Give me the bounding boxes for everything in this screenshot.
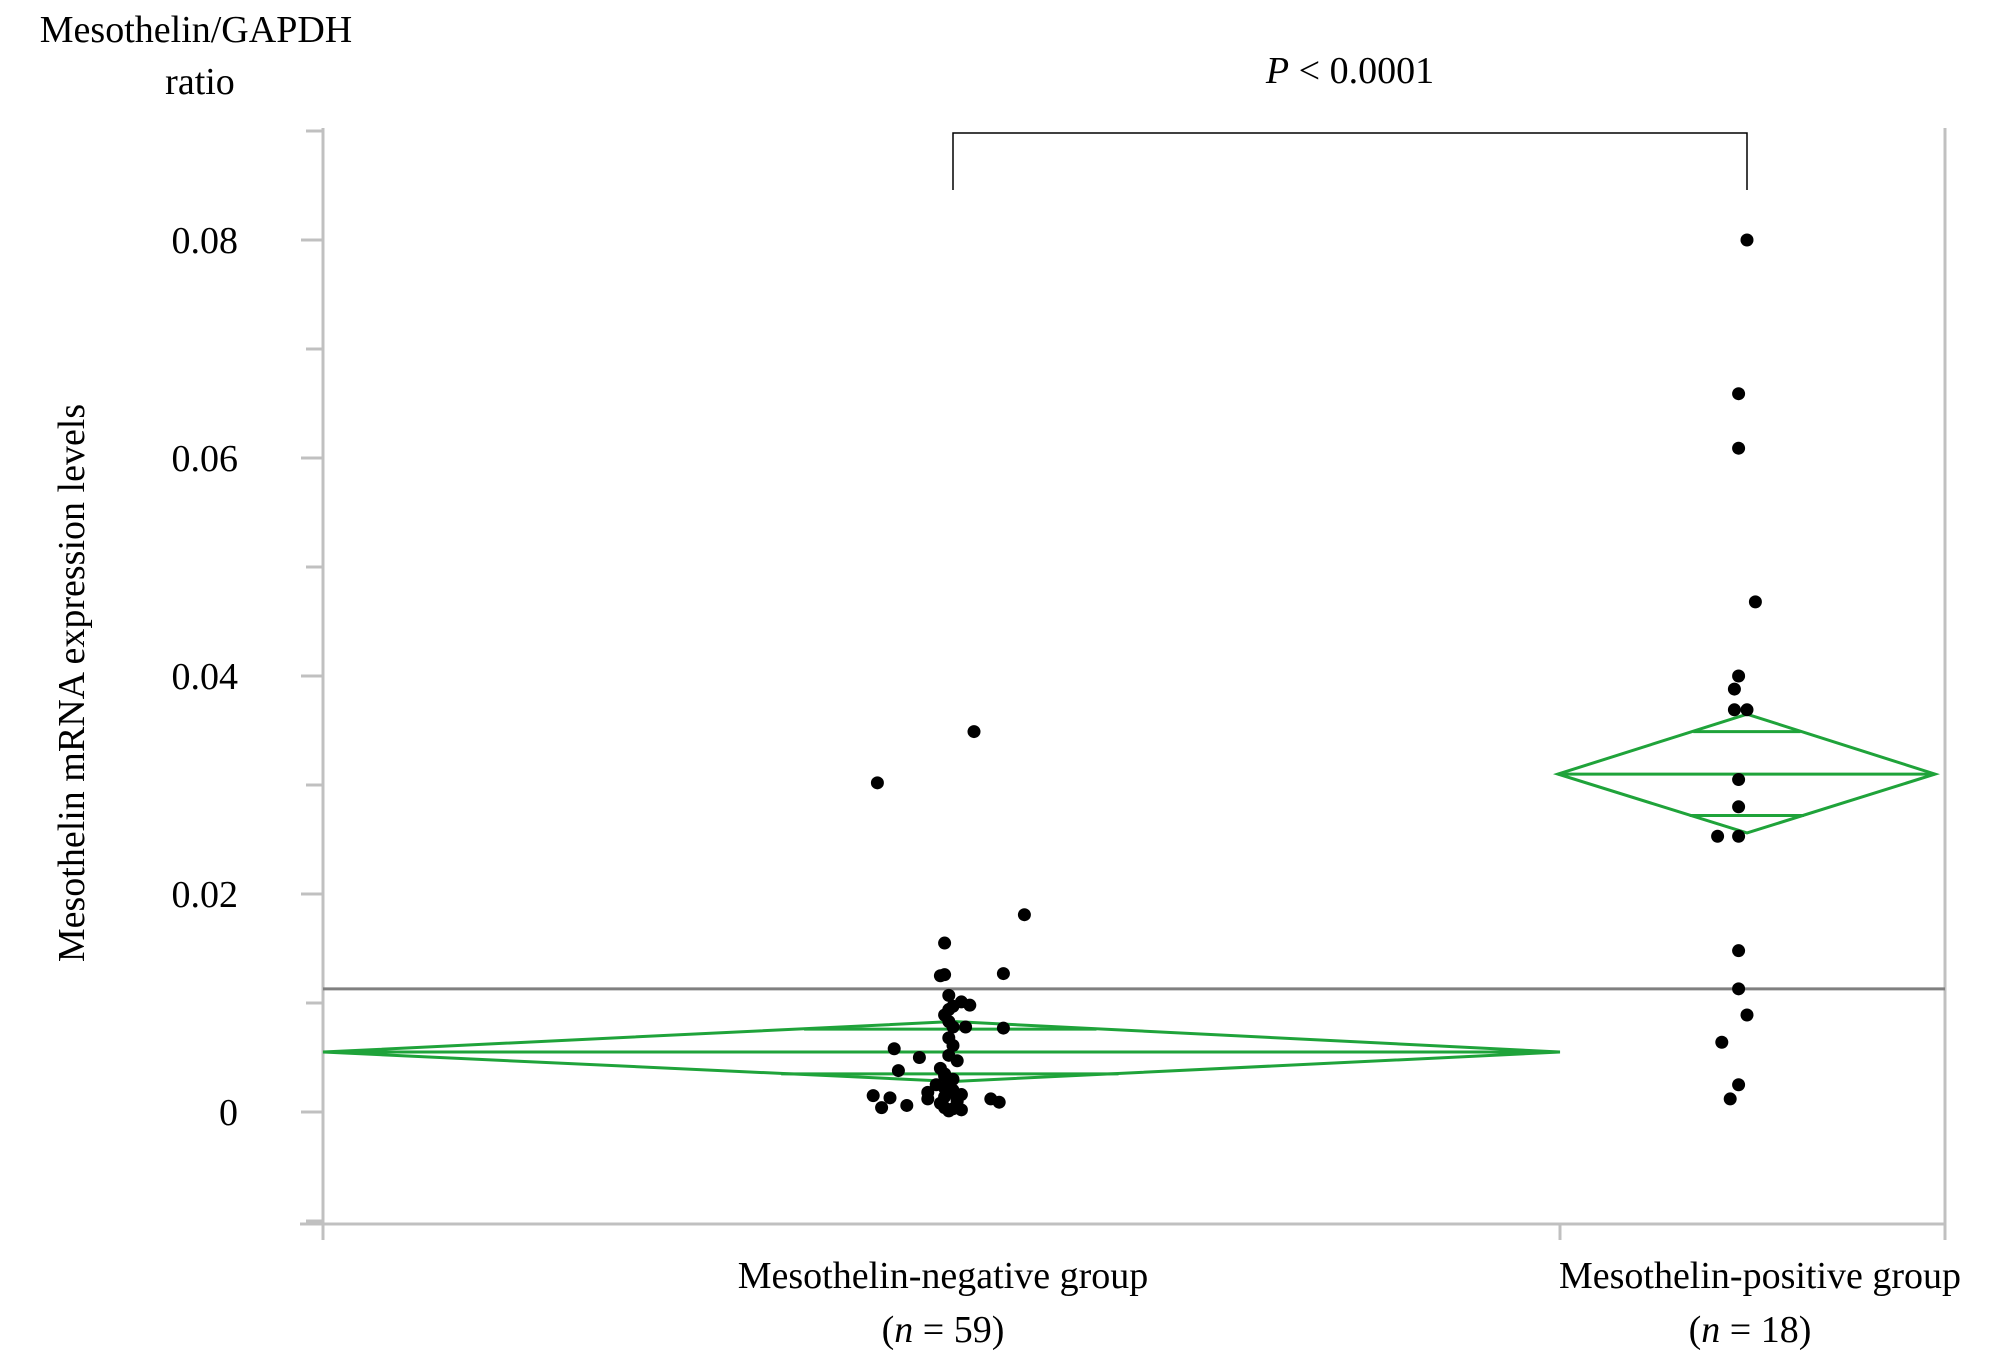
data-point (938, 936, 952, 950)
data-point (866, 1089, 880, 1103)
p-threshold: < 0.0001 (1299, 50, 1434, 92)
data-points (866, 233, 1762, 1118)
data-point (933, 969, 947, 983)
category-label-positive: Mesothelin-positive group (1559, 1255, 1961, 1297)
category-label-negative: Mesothelin-negative group (738, 1255, 1149, 1297)
y-tick-label: 0 (219, 1092, 238, 1134)
data-point (1732, 1078, 1746, 1092)
data-point (954, 1088, 968, 1102)
data-point (946, 1020, 960, 1034)
data-point (1732, 829, 1746, 843)
y-tick-label: 0.06 (172, 438, 239, 480)
y-unit-label-line2: ratio (165, 61, 235, 103)
data-point (1732, 669, 1746, 683)
data-point (1017, 908, 1031, 922)
data-point (1748, 595, 1762, 609)
data-point (1740, 703, 1754, 717)
data-point (938, 1067, 952, 1081)
y-axis-label: Mesothelin mRNA expression levels (51, 404, 93, 962)
y-unit-label-line1: Mesothelin/GAPDH (40, 9, 352, 51)
data-point (1740, 1008, 1754, 1022)
data-point (1723, 1092, 1737, 1106)
data-point (891, 1064, 905, 1078)
x-axis-ticks (321, 1224, 1947, 1240)
data-point (900, 1098, 914, 1112)
data-point (950, 1054, 964, 1068)
category-n-positive: (n = 18) (1689, 1309, 1812, 1351)
data-point (870, 776, 884, 790)
means-diamonds (322, 712, 1940, 1083)
data-point (1727, 703, 1741, 717)
data-point (875, 1101, 889, 1115)
y-tick-label: 0.08 (172, 220, 239, 262)
data-point (1732, 800, 1746, 814)
data-point (1727, 682, 1741, 696)
data-point (946, 999, 960, 1013)
data-point (1732, 773, 1746, 787)
data-point (996, 967, 1010, 981)
data-point (996, 1021, 1010, 1035)
data-point (1732, 944, 1746, 958)
data-point (1711, 829, 1725, 843)
category-n-negative: (n = 59) (882, 1309, 1005, 1351)
y-tick-label: 0.04 (172, 656, 239, 698)
y-axis-ticks (301, 129, 323, 1223)
data-point (967, 725, 981, 739)
y-axis-tick-labels: 0 0.02 0.04 0.06 0.08 (172, 220, 239, 1134)
plot-frame (300, 128, 1947, 1226)
data-point (1740, 233, 1754, 247)
data-point (942, 1031, 956, 1045)
data-point (959, 1020, 973, 1034)
y-tick-label: 0.02 (172, 874, 239, 916)
data-point (1732, 441, 1746, 455)
data-point (883, 1091, 897, 1105)
data-point (1732, 982, 1746, 996)
data-point (921, 1092, 935, 1106)
n-value-negative: 59 (954, 1309, 992, 1351)
n-value-positive: 18 (1761, 1309, 1799, 1351)
p-value-label: P < 0.0001 (1265, 50, 1434, 92)
data-point (1715, 1035, 1729, 1049)
data-point (942, 1104, 956, 1118)
data-point (1732, 387, 1746, 401)
significance-bracket (952, 132, 1748, 190)
data-point (912, 1051, 926, 1064)
data-point (887, 1042, 901, 1056)
data-point (992, 1095, 1006, 1109)
data-point (933, 1096, 947, 1110)
data-point (942, 988, 956, 1002)
p-symbol: P (1265, 50, 1289, 92)
